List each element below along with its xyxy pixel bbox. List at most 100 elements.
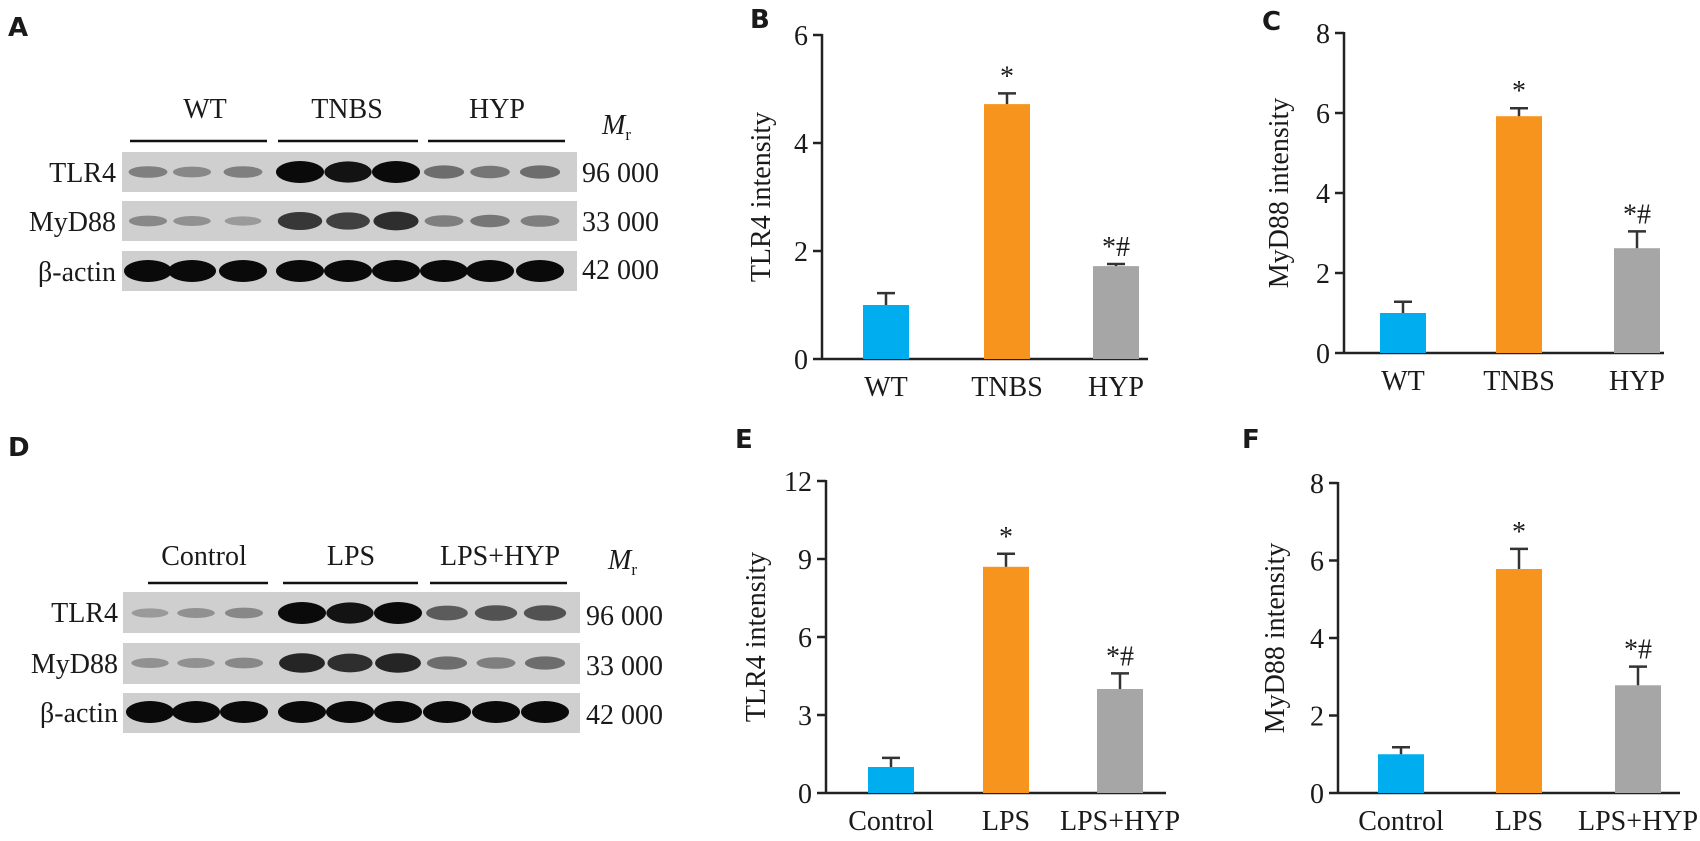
chart-c-bar-3: [1614, 248, 1660, 353]
blot-d-mr-label: Mr: [607, 545, 637, 579]
chart-e-error-bar-3: [1111, 672, 1129, 689]
chart-c-y-tick-label: 6: [1316, 99, 1330, 130]
blot-d-band-r2-l5: [327, 653, 373, 673]
chart-b-bar-2: [984, 104, 1030, 360]
bar-chart-c: 0 2 4 6 8 WT * TNBS *# HYP MyD88 intensity: [1264, 19, 1665, 397]
chart-f-y-tick-label: 2: [1310, 702, 1324, 733]
chart-b-significance-3: *#: [1102, 232, 1130, 263]
chart-e-bar-3: [1097, 689, 1143, 793]
blot-a-band-r2-l9: [520, 215, 560, 227]
western-blot-d: Control LPS LPS+HYP Mr TLR4 MyD88 β-acti…: [31, 541, 663, 733]
chart-b-error-bar-1: [877, 291, 895, 305]
blot-a-mw-label-1: 96 000: [582, 158, 659, 189]
blot-a-band-r2-l2: [173, 216, 211, 226]
blot-d-band-r2-l2: [177, 658, 215, 668]
blot-d-group-label-2: LPS: [327, 541, 375, 572]
blot-d-band-r1-l1: [131, 608, 169, 618]
chart-c-y-tick-label: 8: [1316, 19, 1330, 50]
chart-e-y-axis-label: TLR4 intensity: [741, 552, 772, 722]
blot-a-mw-label-3: 42 000: [582, 255, 659, 286]
blot-a-row-label-1: TLR4: [49, 158, 116, 189]
chart-c-error-bar-2: [1510, 106, 1528, 117]
blot-a-band-r1-l8: [470, 165, 510, 179]
blot-d-band-r2-l7: [426, 656, 468, 670]
bar-chart-b: 0 2 4 6 WT * TNBS *# HYP TLR4 intensity: [746, 21, 1148, 403]
blot-d-band-r3-l3: [220, 701, 268, 723]
blot-d-mw-label-2: 33 000: [586, 651, 663, 682]
chart-f-y-tick-label: 6: [1310, 547, 1324, 578]
blot-d-band-r1-l6: [374, 602, 422, 624]
chart-b-bar-1: [863, 305, 909, 359]
chart-b-significance-2: *: [1000, 61, 1014, 92]
blot-d-band-r1-l4: [278, 602, 326, 624]
chart-b-y-tick-label: 6: [794, 21, 808, 52]
blot-d-group-label-3: LPS+HYP: [440, 541, 560, 572]
blot-a-band-r3-l3: [219, 260, 267, 282]
blot-a-band-r3-l8: [466, 260, 514, 282]
chart-c-error-bar-3: [1628, 230, 1646, 249]
chart-f-error-bar-3: [1629, 665, 1647, 686]
chart-e-significance-3: *#: [1106, 641, 1134, 672]
blot-d-band-r1-l7: [426, 605, 468, 621]
blot-a-band-r3-l9: [516, 260, 564, 282]
chart-b-bar-3: [1093, 266, 1139, 359]
blot-a-band-r1-l2: [172, 166, 212, 178]
blot-d-band-r1-l5: [326, 602, 374, 624]
blot-a-band-r3-l1: [124, 260, 172, 282]
blot-a-band-r3-l4: [276, 260, 324, 282]
blot-d-row-label-2: MyD88: [31, 649, 118, 680]
blot-d-band-r2-l8: [476, 657, 516, 669]
chart-e-bar-2: [983, 566, 1029, 793]
panel-letter-c: C: [1262, 7, 1281, 37]
chart-c-y-axis-label: MyD88 intensity: [1264, 98, 1295, 289]
chart-c-error-bar-1: [1394, 300, 1412, 313]
blot-a-band-r3-l2: [168, 260, 216, 282]
chart-b-y-tick-label: 2: [794, 237, 808, 268]
chart-f-x-tick-label-1: Control: [1358, 806, 1444, 837]
blot-a-band-r1-l5: [324, 161, 372, 183]
blot-d-band-r1-l8: [474, 605, 518, 621]
blot-a-group-label-3: HYP: [469, 94, 525, 125]
chart-f-x-tick-label-3: LPS+HYP: [1578, 806, 1698, 837]
chart-c-y-tick-label: 2: [1316, 259, 1330, 290]
panel-letter-f: F: [1242, 425, 1260, 455]
blot-a-bands: [124, 161, 564, 282]
blot-a-mw-label-2: 33 000: [582, 207, 659, 238]
blot-a-band-r1-l9: [519, 165, 561, 179]
chart-f-bar-1: [1378, 754, 1424, 793]
chart-b-x-tick-label-3: HYP: [1088, 372, 1144, 403]
blot-a-band-r2-l8: [470, 214, 510, 228]
chart-e-error-bar-2: [997, 552, 1015, 567]
blot-a-band-r2-l3: [224, 216, 262, 226]
chart-b-y-axis-label: TLR4 intensity: [746, 112, 777, 282]
chart-e-y-tick-label: 3: [798, 701, 812, 732]
chart-f-error-bar-1: [1392, 746, 1410, 755]
chart-b-error-bar-3: [1107, 262, 1125, 267]
blot-d-band-r2-l4: [279, 653, 325, 673]
chart-c-y-tick-label: 0: [1316, 339, 1330, 370]
bar-chart-f: 0 2 4 6 8 Control * LPS *# LPS+HYP MyD88 intensity: [1260, 469, 1698, 837]
chart-f-y-tick-label: 0: [1310, 779, 1324, 810]
blot-a-band-r2-l6: [373, 211, 419, 231]
chart-b-y-tick-label: 0: [794, 345, 808, 376]
chart-b-error-bar-2: [998, 92, 1016, 105]
chart-b-x-tick-label-1: WT: [864, 372, 908, 403]
blot-a-group-label-2: TNBS: [311, 94, 383, 125]
blot-d-mw-label-1: 96 000: [586, 601, 663, 632]
blot-d-band-r3-l2: [172, 701, 220, 723]
blot-a-band-r1-l4: [276, 161, 324, 183]
chart-c-x-tick-label-1: WT: [1381, 366, 1425, 397]
blot-a-band-r2-l4: [277, 212, 323, 230]
chart-f-significance-2: *: [1512, 517, 1526, 548]
chart-f-y-tick-label: 8: [1310, 469, 1324, 500]
blot-d-band-r3-l7: [423, 701, 471, 723]
chart-c-significance-2: *: [1512, 76, 1526, 107]
blot-a-band-r1-l6: [372, 161, 420, 183]
blot-d-band-r1-l9: [523, 605, 567, 621]
chart-e-y-tick-label: 9: [798, 545, 812, 576]
blot-a-band-r2-l7: [424, 215, 464, 227]
blot-d-bands: [126, 602, 569, 723]
blot-a-band-r3-l5: [324, 260, 372, 282]
blot-d-band-r1-l2: [177, 608, 215, 618]
blot-d-band-r2-l9: [524, 656, 566, 670]
